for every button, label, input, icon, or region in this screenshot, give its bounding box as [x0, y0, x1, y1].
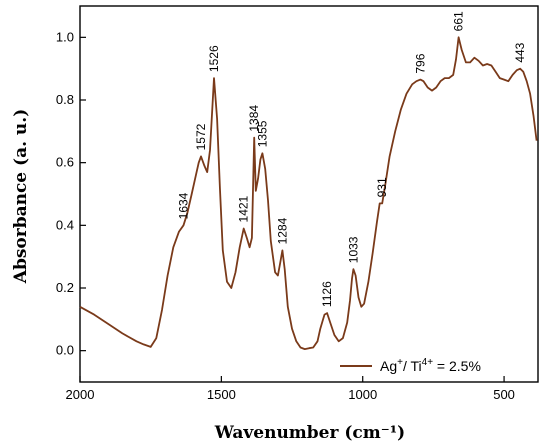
y-tick-label: 0.8: [56, 92, 74, 107]
spectrum-series: [79, 36, 538, 350]
legend-ratio: = 2.5%: [433, 358, 481, 374]
peak-label: 1284: [275, 217, 289, 244]
plot-frame: [79, 5, 539, 383]
legend-sup-ag: +: [397, 357, 403, 368]
peak-label: 796: [413, 53, 427, 73]
plot-area: [79, 5, 539, 383]
spectrum-line: [79, 36, 538, 350]
peak-label: 1634: [176, 192, 190, 219]
peak-label: 1355: [255, 120, 269, 147]
y-tick-label: 0.2: [56, 280, 74, 295]
peak-label: 443: [513, 42, 527, 62]
y-tick-label: 1.0: [56, 29, 74, 44]
peak-label: 1421: [237, 195, 251, 222]
peak-label: 661: [452, 11, 466, 31]
x-tick-label: 1000: [348, 387, 377, 402]
x-axis-title: Wavenumber (cm⁻¹): [214, 423, 405, 443]
x-axis: 2000 1500 1000 500: [66, 376, 515, 402]
peak-label: 1572: [194, 123, 208, 150]
x-tick-label: 1500: [207, 387, 236, 402]
y-axis: 0.0 0.2 0.4 0.6 0.8 1.0: [56, 29, 86, 358]
legend-sup-ti: 4+: [422, 357, 434, 368]
x-tick-label: 2000: [66, 387, 95, 402]
x-tick-label: 500: [493, 387, 515, 402]
peak-label: 1384: [247, 105, 261, 132]
y-tick-label: 0.0: [56, 343, 74, 358]
peak-label: 1033: [346, 236, 360, 263]
legend-ion-ti: / Ti: [403, 358, 422, 374]
legend-ion-ag: Ag: [380, 358, 397, 374]
legend-label: Ag+/ Ti4+ = 2.5%: [380, 357, 481, 374]
legend: Ag+/ Ti4+ = 2.5%: [340, 357, 481, 374]
peak-label: 931: [375, 177, 389, 197]
peak-label: 1126: [320, 281, 334, 307]
y-tick-label: 0.6: [56, 155, 74, 170]
y-tick-label: 0.4: [56, 217, 74, 232]
y-axis-title: Absorbance (a. u.): [11, 109, 31, 285]
peak-label: 1526: [207, 45, 221, 72]
